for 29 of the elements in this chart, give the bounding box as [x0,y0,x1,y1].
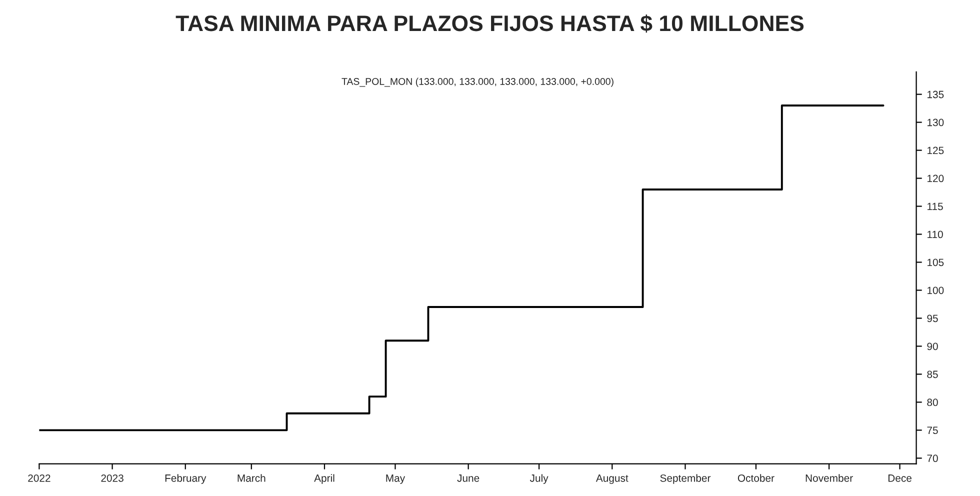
x-tick-label: 2023 [101,474,124,482]
y-tick-label: 125 [928,146,944,154]
x-tick-label: June [457,474,480,482]
y-tick-label: 110 [928,230,943,238]
y-tick-label: 80 [927,398,938,406]
y-tick-label: 70 [927,454,938,462]
x-tick-label: February [165,474,206,484]
chart-title: TASA MINIMA PARA PLAZOS FIJOS HASTA $ 10 MILLONES [176,14,804,33]
y-tick-label: 95 [927,314,938,322]
x-tick-label: September [660,474,711,484]
x-tick-label: August [596,474,628,484]
y-tick-label: 85 [927,370,938,378]
annotation: TAS_POL_MON (133.000, 133.000, 133.000, 133.000, +0.000) [342,78,614,87]
x-tick-label: 2022 [28,474,50,482]
x-tick-label: July [530,474,548,484]
y-tick-label: 105 [928,258,944,266]
x-tick-label: April [314,474,334,484]
y-tick-label: 90 [927,342,938,350]
x-tick-label: May [386,474,406,484]
y-tick-label: 115 [928,202,943,210]
x-tick-label: Dece [888,474,912,482]
x-tick-label: March [238,474,266,482]
x-tick-label: November [806,474,853,482]
y-tick-label: 135 [928,90,944,98]
x-tick-label: October [738,474,774,482]
y-tick-label: 130 [928,118,944,126]
y-tick-label: 120 [928,174,944,182]
y-tick-label: 100 [928,286,944,294]
y-tick-label: 75 [927,426,938,434]
